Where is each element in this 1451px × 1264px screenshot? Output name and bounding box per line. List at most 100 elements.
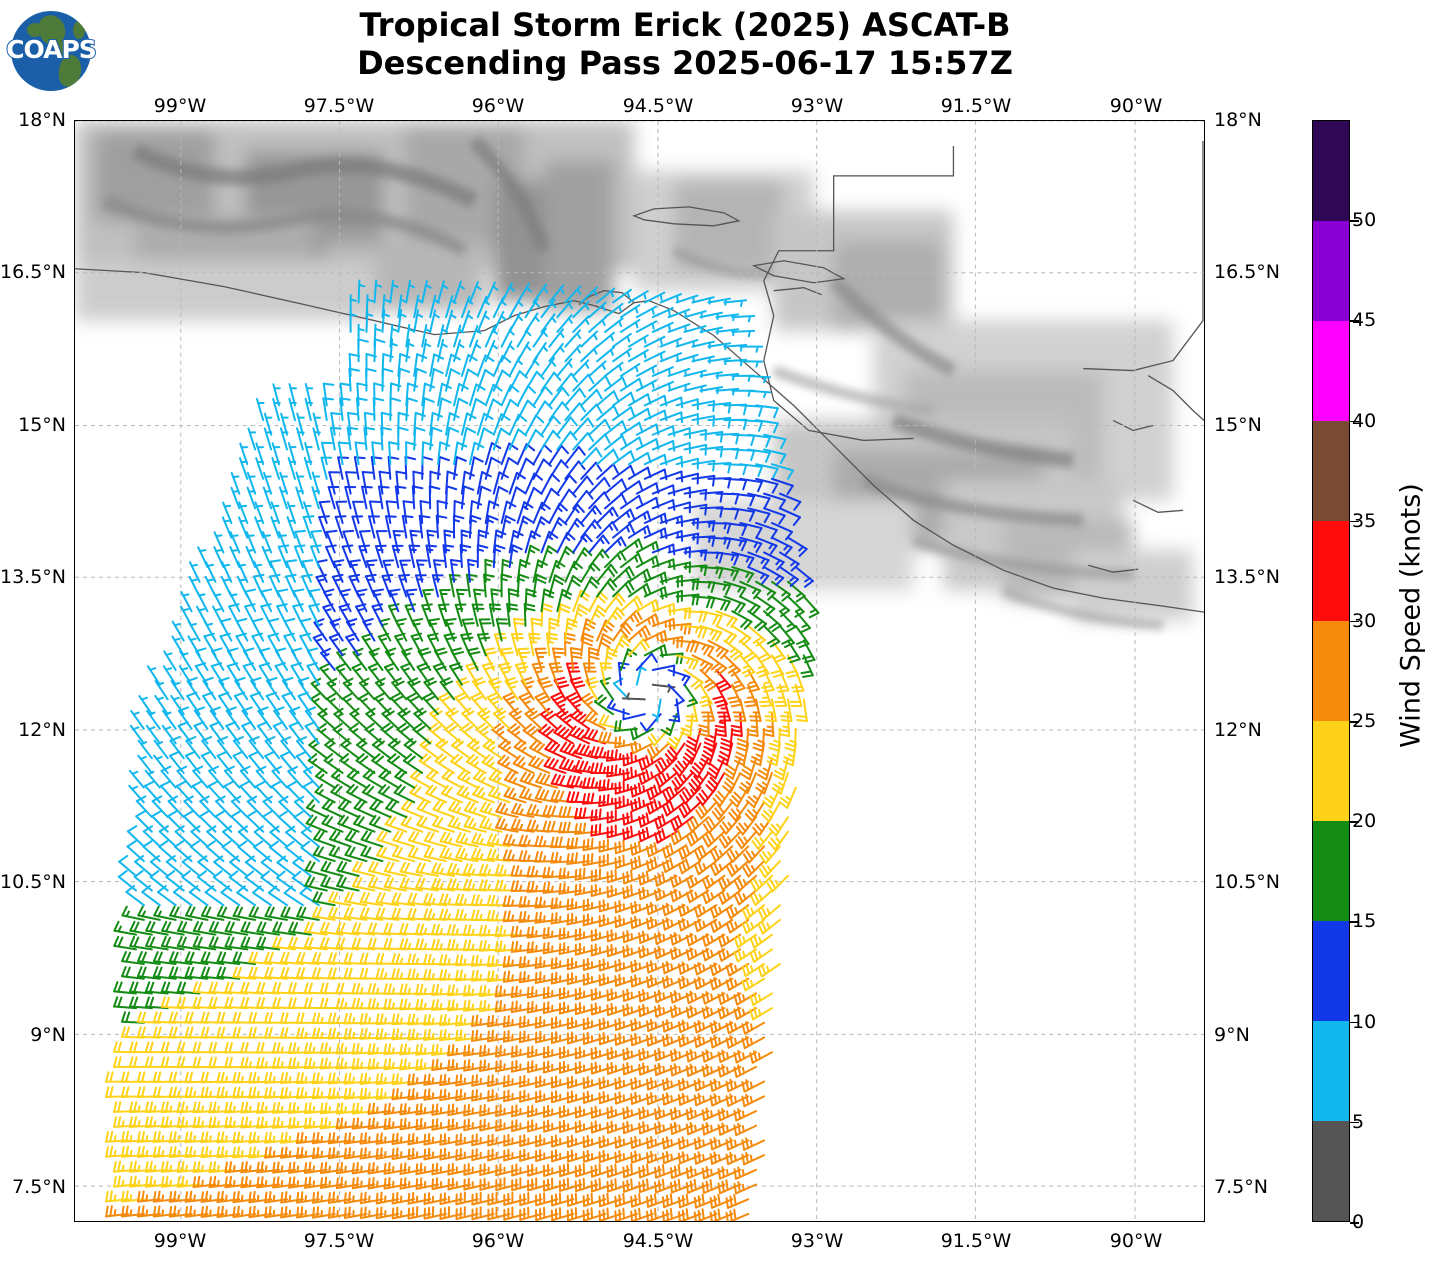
wind-barb [197,546,209,569]
wind-barb [558,1105,583,1119]
wind-barb [328,845,352,863]
wind-barb [192,981,217,995]
wind-barb [137,905,161,921]
wind-barb [264,1086,289,1099]
wind-barb [550,971,575,985]
wind-barb [638,945,662,959]
wind-barb [558,942,583,955]
wind-barb [105,1205,130,1218]
wind-barb [646,1091,670,1106]
wind-speed-colorbar[interactable] [1312,120,1350,1222]
wind-barb [550,1207,575,1221]
wind-barb [725,1093,750,1107]
wind-barb [495,1059,519,1073]
wind-barb [508,707,527,730]
wind-barb [478,999,503,1013]
wind-barb [383,1058,408,1071]
wind-barb [548,386,570,407]
wind-barb [503,1089,527,1103]
wind-barb [535,1134,559,1148]
wind-barb [590,823,615,837]
wind-barb [630,1207,654,1221]
wind-barb [447,1044,471,1057]
wind-barb [717,1122,742,1136]
wind-barb [232,1190,257,1204]
wind-barb [502,1030,527,1043]
wind-barb [327,1087,352,1100]
wind-barb [317,707,336,730]
wind-barb [192,936,217,951]
wind-barb [113,996,137,1010]
wind-barb [387,753,408,774]
wind-barb [121,1190,145,1203]
wind-barb [677,1136,702,1150]
wind-barb [582,913,607,927]
wind-barb [327,906,352,921]
wind-barb [407,1088,432,1101]
wind-barb [627,334,649,348]
wind-barb [375,907,400,921]
wind-barb [693,1019,718,1034]
wind-barb [574,1061,599,1075]
wind-barb [391,1206,416,1220]
wind-barb [428,618,440,642]
wind-barb [160,935,185,951]
wind-barb [462,939,487,952]
wind-barb [749,1006,773,1021]
wind-barb [305,799,328,819]
wind-barb [662,800,686,817]
wind-barb [574,1002,599,1016]
wind-barb [653,871,678,887]
wind-barb [129,1160,153,1173]
wind-barb [719,816,742,835]
wind-barb [359,1147,384,1160]
wind-barb [503,1074,527,1088]
wind-barb [367,861,392,877]
wind-barb [596,331,616,348]
wind-barb [534,788,559,804]
wind-barb [508,355,523,377]
wind-barb [407,1205,432,1220]
map-plot-area[interactable] [74,120,1205,1222]
wind-barb [741,1035,766,1050]
wind-barb [510,802,535,819]
wind-barb [224,1116,249,1129]
wind-barb [580,330,599,348]
wind-barb [295,951,320,966]
terrain-shading [75,121,1194,621]
wind-barb [691,415,716,427]
wind-barb [590,762,615,774]
wind-barb [118,854,137,877]
wind-barb [717,889,742,905]
wind-barb [288,921,312,936]
wind-barb [128,769,145,789]
wind-barb [343,906,368,921]
wind-barb [223,780,241,804]
wind-barb [339,382,352,407]
wind-barb [232,1146,257,1159]
wind-barb [200,951,225,966]
wind-barb [733,1108,758,1122]
wind-barb [416,815,440,833]
wind-barb [431,1103,456,1116]
wind-barb [606,988,630,1002]
wind-barb [456,785,479,804]
wind-barb [200,750,217,774]
wind-barb [519,771,543,789]
wind-barb [320,860,344,877]
wind-barb [399,877,424,892]
wind-barb [216,951,241,966]
wind-barb [229,855,249,877]
wind-barb [455,1148,479,1161]
wind-barb [160,1160,185,1173]
wind-barb [574,987,599,1001]
wind-barb [614,900,638,914]
wind-barb [381,707,400,730]
wind-barb [415,938,440,951]
wind-barb [130,709,145,730]
wind-barb [619,363,641,377]
wind-barb [121,1130,145,1143]
wind-barb [136,1205,161,1218]
wind-barb [606,884,630,899]
wind-barb [333,707,352,730]
